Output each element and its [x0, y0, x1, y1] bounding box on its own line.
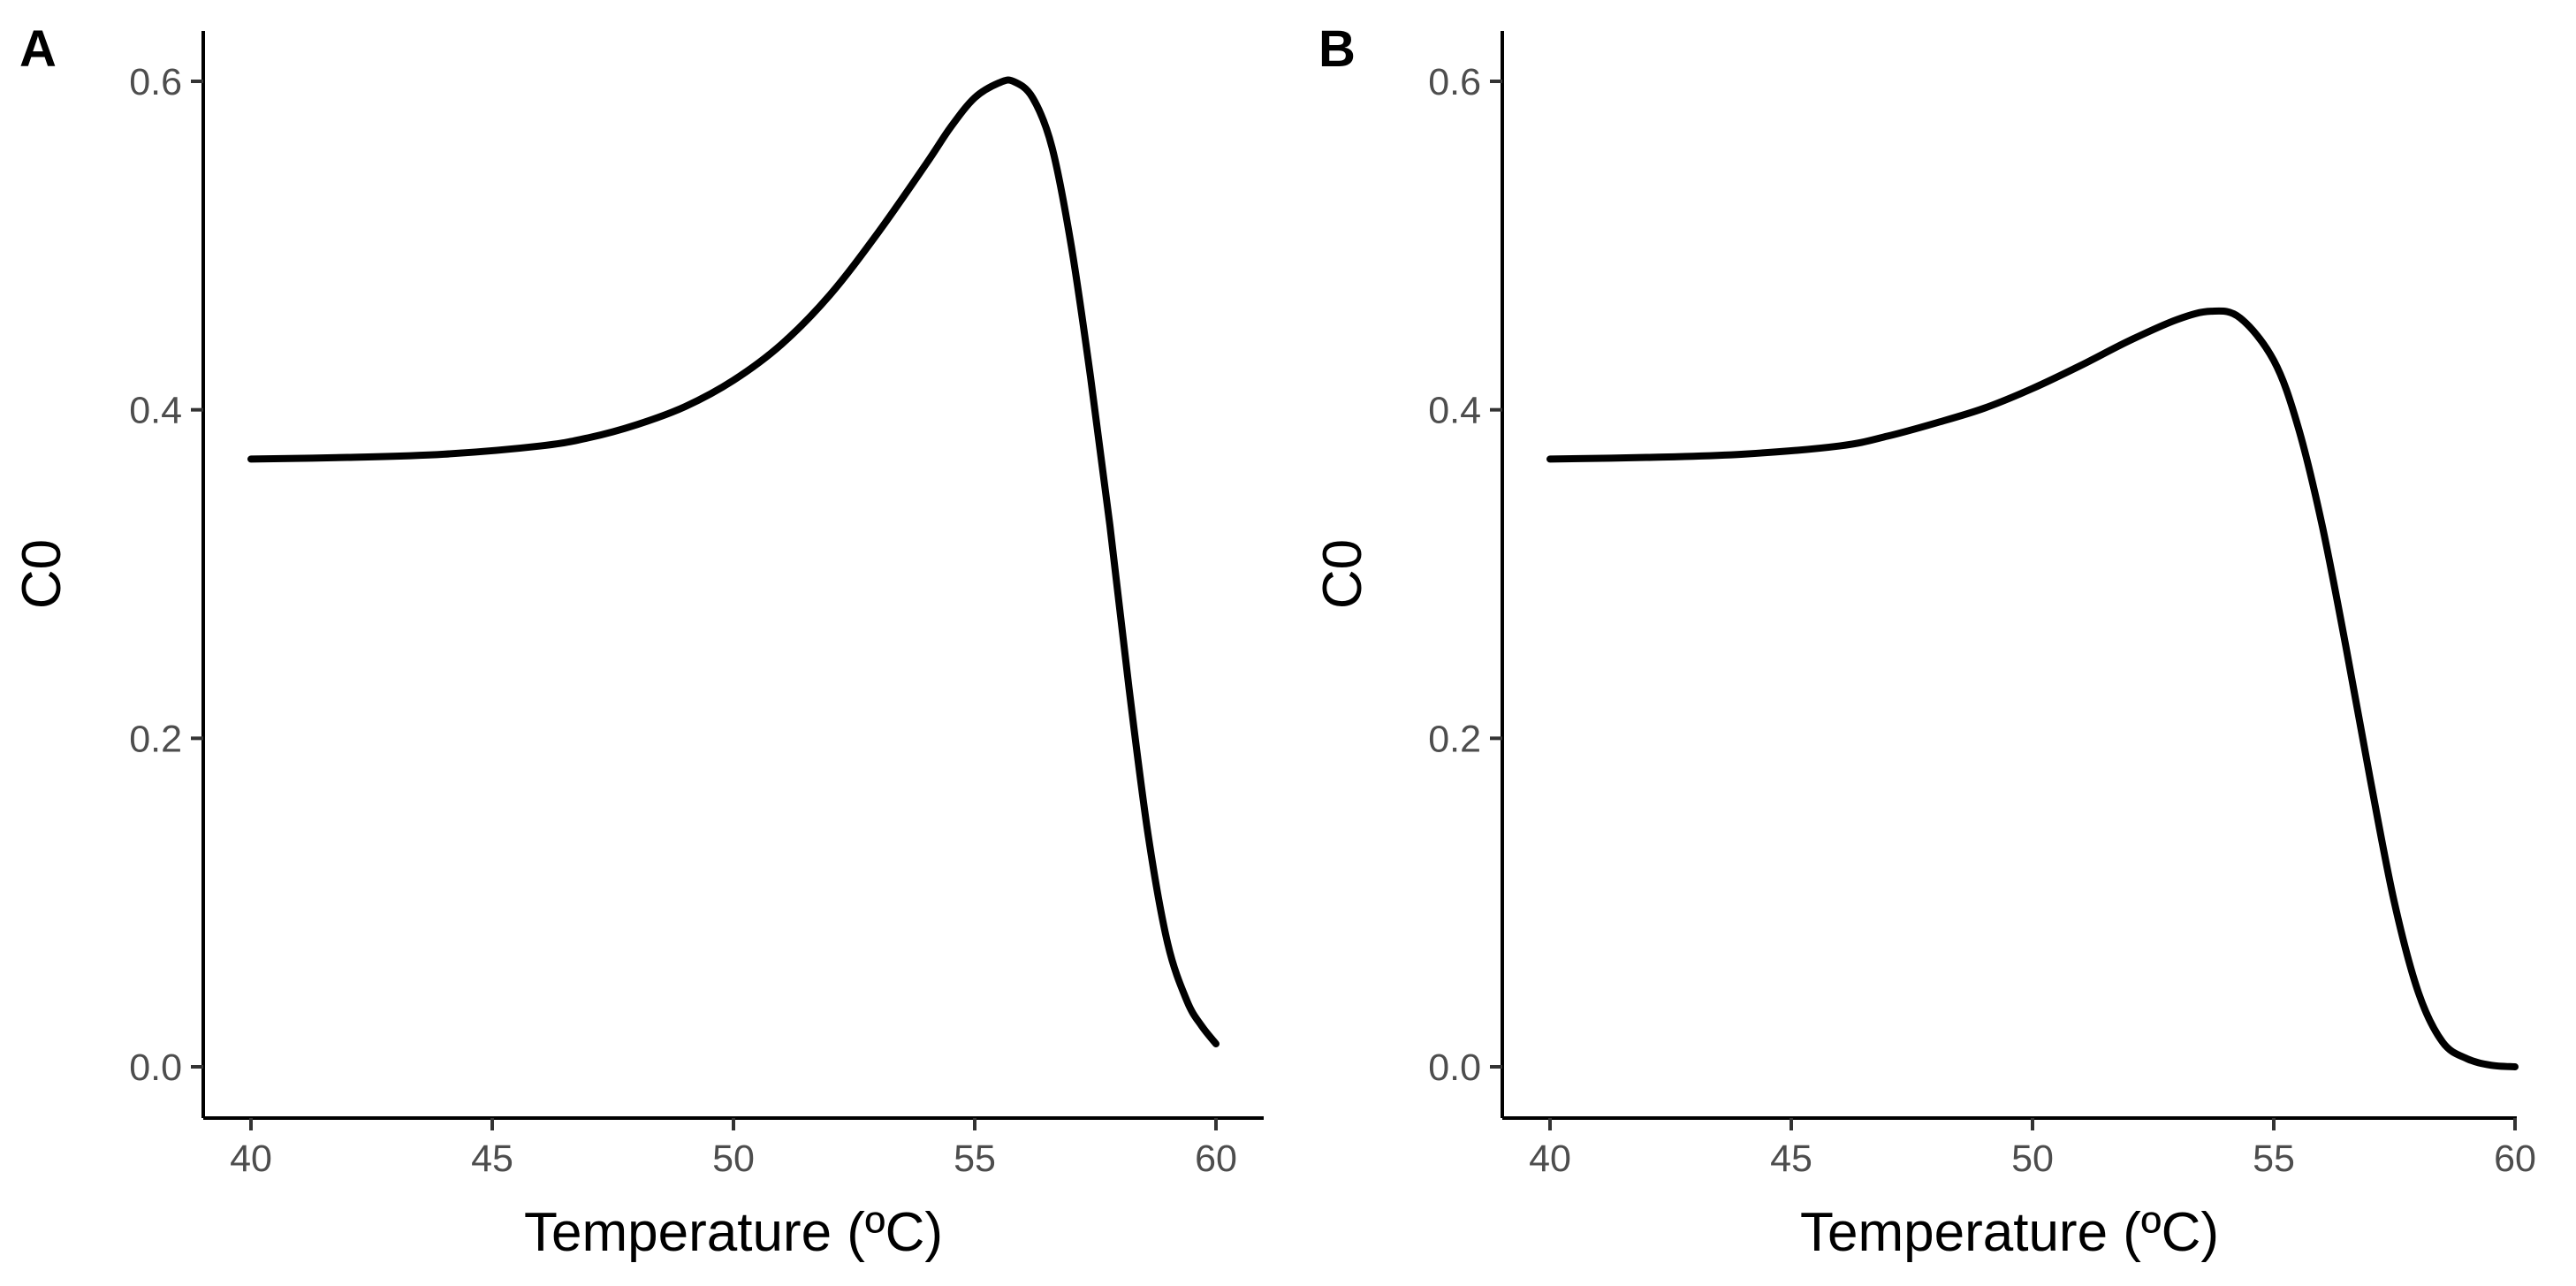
panel-label: B	[1318, 20, 1356, 78]
y-axis-title: C0	[11, 539, 72, 609]
series-line-c0	[1546, 307, 2519, 1070]
x-axis-title: Temperature (ºC)	[1800, 1202, 2219, 1263]
y-tick-label: 0.0	[1428, 1046, 1481, 1089]
x-tick-label: 50	[2011, 1138, 2054, 1180]
y-tick-label: 0.2	[1428, 718, 1481, 760]
y-tick-label: 0.6	[129, 61, 182, 103]
panel-label: A	[19, 20, 57, 78]
x-tick-label: 55	[2253, 1138, 2295, 1180]
x-tick-label: 55	[954, 1138, 996, 1180]
y-tick-label: 0.4	[129, 390, 182, 432]
x-tick-label: 60	[1195, 1138, 1237, 1180]
x-tick-label: 40	[1529, 1138, 1571, 1180]
x-tick-label: 60	[2494, 1138, 2536, 1180]
x-axis-title: Temperature (ºC)	[524, 1202, 943, 1263]
y-axis-title: C0	[1312, 539, 1373, 609]
panel-a: A 0.0 0.2 0.4 0.6 40 45 50 55 60 Temperature (ºC) C…	[11, 20, 1264, 1263]
y-tick-label: 0.6	[1428, 61, 1481, 103]
y-tick-label: 0.0	[129, 1046, 182, 1089]
x-tick-label: 40	[230, 1138, 272, 1180]
y-tick-label: 0.2	[129, 718, 182, 760]
x-tick-label: 45	[1770, 1138, 1812, 1180]
x-tick-label: 45	[471, 1138, 513, 1180]
x-tick-label: 50	[712, 1138, 755, 1180]
y-tick-label: 0.4	[1428, 390, 1481, 432]
panel-b: B 0.0 0.2 0.4 0.6 40 45 50 55 60 Temperature (ºC) C…	[1312, 20, 2536, 1263]
series-line-c0	[247, 76, 1220, 1047]
